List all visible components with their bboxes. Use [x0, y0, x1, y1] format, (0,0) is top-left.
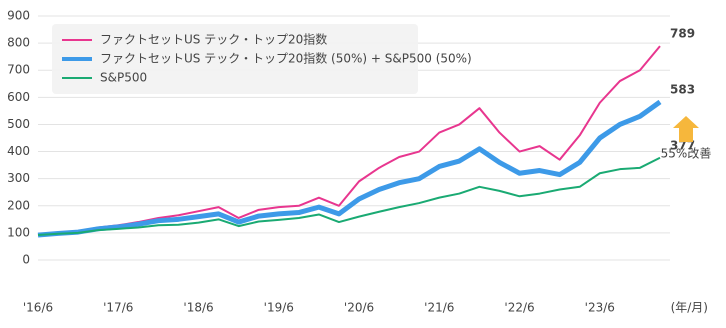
legend-box [52, 24, 418, 94]
y-tick-label: 900 [7, 9, 30, 23]
y-tick-label: 100 [7, 225, 30, 239]
x-tick-label: '17/6 [103, 301, 133, 315]
y-tick-label: 600 [7, 90, 30, 104]
x-tick-label: '23/6 [585, 301, 615, 315]
x-tick-label: '16/6 [23, 301, 53, 315]
end-value-label: 583 [670, 82, 695, 96]
x-tick-label: '22/6 [504, 301, 534, 315]
y-tick-label: 200 [7, 198, 30, 212]
x-tick-label: '20/6 [344, 301, 374, 315]
y-tick-label: 800 [7, 36, 30, 50]
legend-label: ファクトセットUS テック・トップ20指数 [100, 32, 327, 47]
x-tick-label: '21/6 [424, 301, 454, 315]
end-value-label: 789 [670, 27, 695, 41]
y-tick-label: 400 [7, 144, 30, 158]
legend-label: S&P500 [100, 71, 147, 85]
x-tick-label: '18/6 [183, 301, 213, 315]
y-tick-label: 700 [7, 63, 30, 77]
series-line [37, 99, 662, 238]
x-tick-label: '19/6 [264, 301, 294, 315]
annotation: 55%改善 [661, 145, 712, 160]
improve-arrow [673, 115, 699, 142]
legend-label: ファクトセットUS テック・トップ20指数 (50%) + S&P500 (50… [100, 51, 472, 66]
y-tick-label: 300 [7, 171, 30, 185]
y-tick-label: 500 [7, 117, 30, 131]
series-line [37, 156, 661, 237]
x-axis-label: (年/月) [671, 301, 708, 315]
y-tick-label: 0 [22, 253, 30, 267]
